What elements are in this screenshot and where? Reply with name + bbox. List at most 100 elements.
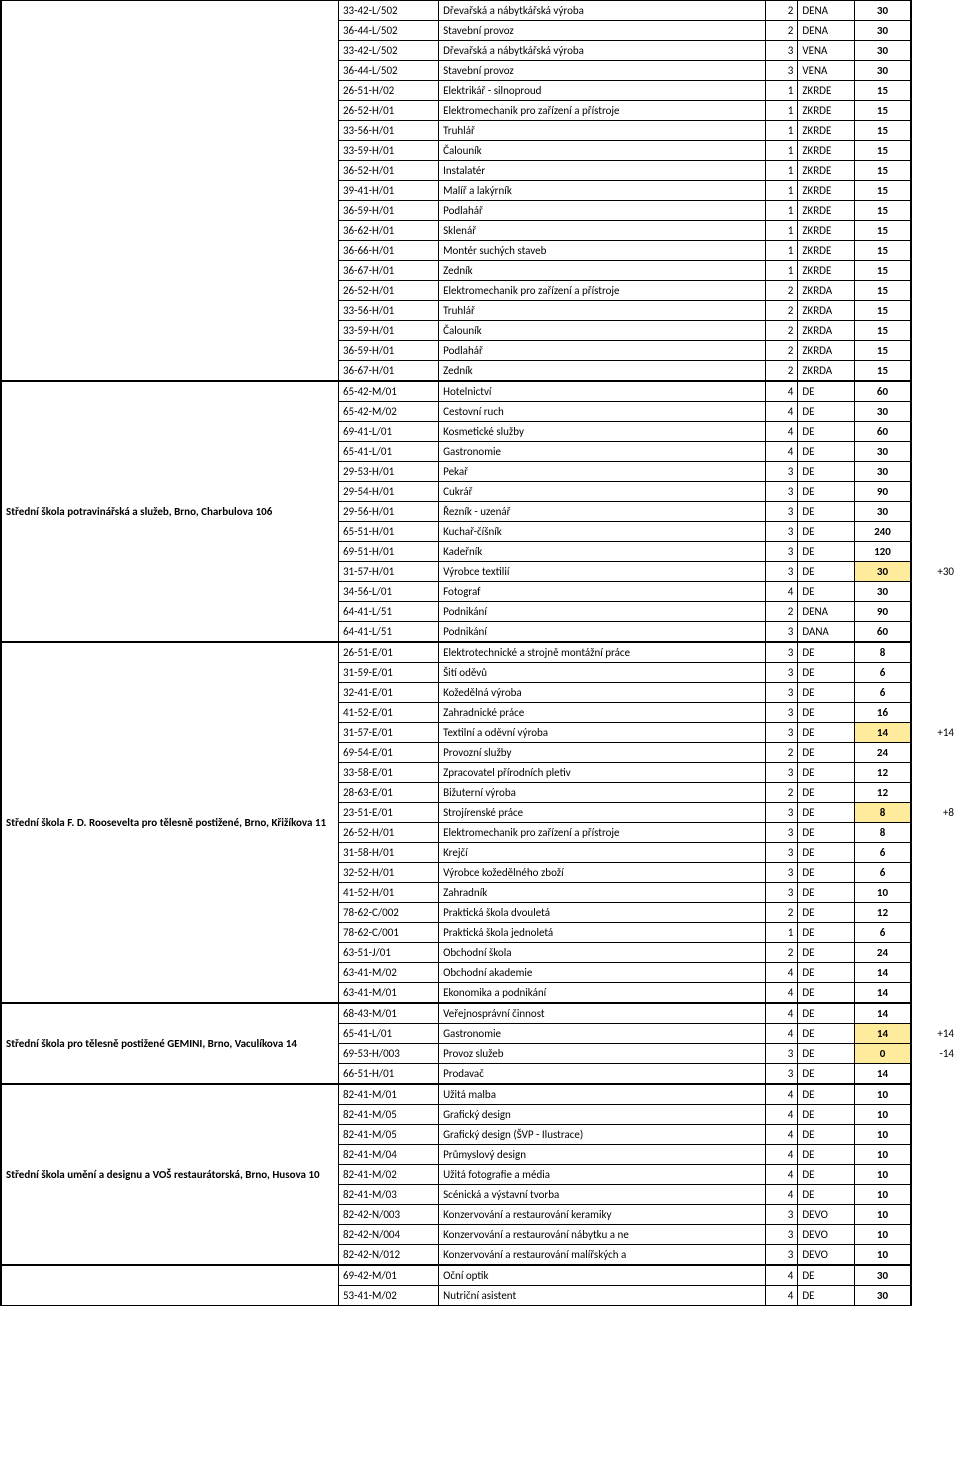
- code-cell: 65-42-M/02: [338, 402, 438, 422]
- code-cell: 33-42-L/502: [338, 1, 438, 21]
- code-cell: 82-42-N/003: [338, 1205, 438, 1225]
- school-name: Střední škola potravinářská a služeb, Br…: [1, 381, 338, 642]
- form-cell: DE: [798, 502, 855, 522]
- capacity-cell: 15: [854, 281, 911, 301]
- capacity-cell: 10: [854, 1105, 911, 1125]
- name-cell: Dřevařská a nábytkářská výroba: [439, 41, 766, 61]
- note-cell: [911, 622, 959, 643]
- name-cell: Sklenář: [439, 221, 766, 241]
- code-cell: 82-42-N/012: [338, 1245, 438, 1266]
- name-cell: Elektrikář - silnoproud: [439, 81, 766, 101]
- note-cell: [911, 943, 959, 963]
- capacity-cell: 6: [854, 663, 911, 683]
- note-cell: [911, 281, 959, 301]
- name-cell: Pekař: [439, 462, 766, 482]
- length-cell: 4: [765, 1003, 798, 1024]
- length-cell: 4: [765, 983, 798, 1004]
- code-cell: 31-57-H/01: [338, 562, 438, 582]
- capacity-cell: 10: [854, 1185, 911, 1205]
- note-cell: [911, 522, 959, 542]
- name-cell: Nutriční asistent: [439, 1286, 766, 1306]
- length-cell: 3: [765, 1064, 798, 1085]
- code-cell: 63-41-M/01: [338, 983, 438, 1004]
- length-cell: 3: [765, 823, 798, 843]
- name-cell: Montér suchých staveb: [439, 241, 766, 261]
- note-cell: [911, 1105, 959, 1125]
- code-cell: 36-59-H/01: [338, 341, 438, 361]
- capacity-cell: 60: [854, 381, 911, 402]
- code-cell: 63-41-M/02: [338, 963, 438, 983]
- capacity-cell: 15: [854, 221, 911, 241]
- form-cell: DE: [798, 923, 855, 943]
- form-cell: DE: [798, 522, 855, 542]
- form-cell: DEVO: [798, 1225, 855, 1245]
- code-cell: 82-41-M/01: [338, 1084, 438, 1105]
- capacity-cell: 30: [854, 41, 911, 61]
- capacity-cell: 10: [854, 1084, 911, 1105]
- name-cell: Konzervování a restaurování keramiky: [439, 1205, 766, 1225]
- note-cell: [911, 1286, 959, 1306]
- note-cell: [911, 1225, 959, 1245]
- code-cell: 65-41-L/01: [338, 1024, 438, 1044]
- capacity-cell: 15: [854, 121, 911, 141]
- note-cell: [911, 321, 959, 341]
- name-cell: Kosmetické služby: [439, 422, 766, 442]
- length-cell: 3: [765, 863, 798, 883]
- code-cell: 39-41-H/01: [338, 181, 438, 201]
- length-cell: 3: [765, 462, 798, 482]
- length-cell: 2: [765, 602, 798, 622]
- form-cell: DEVO: [798, 1205, 855, 1225]
- note-cell: [911, 241, 959, 261]
- code-cell: 29-54-H/01: [338, 482, 438, 502]
- note-cell: [911, 502, 959, 522]
- length-cell: 4: [765, 1125, 798, 1145]
- name-cell: Stavební provoz: [439, 21, 766, 41]
- capacity-cell: 10: [854, 1165, 911, 1185]
- capacity-cell: 12: [854, 763, 911, 783]
- capacity-cell: 15: [854, 141, 911, 161]
- form-cell: DE: [798, 723, 855, 743]
- note-cell: [911, 341, 959, 361]
- form-cell: DE: [798, 1185, 855, 1205]
- code-cell: 69-53-H/003: [338, 1044, 438, 1064]
- code-cell: 82-42-N/004: [338, 1225, 438, 1245]
- form-cell: ZKRDA: [798, 321, 855, 341]
- length-cell: 3: [765, 803, 798, 823]
- capacity-cell: 15: [854, 201, 911, 221]
- note-cell: [911, 923, 959, 943]
- note-cell: [911, 863, 959, 883]
- code-cell: 29-56-H/01: [338, 502, 438, 522]
- capacity-cell: 30: [854, 442, 911, 462]
- length-cell: 3: [765, 562, 798, 582]
- note-cell: [911, 402, 959, 422]
- form-cell: DENA: [798, 602, 855, 622]
- name-cell: Fotograf: [439, 582, 766, 602]
- form-cell: DE: [798, 763, 855, 783]
- note-cell: [911, 1145, 959, 1165]
- note-cell: [911, 683, 959, 703]
- code-cell: 41-52-H/01: [338, 883, 438, 903]
- capacity-cell: 30: [854, 462, 911, 482]
- note-cell: [911, 21, 959, 41]
- code-cell: 32-52-H/01: [338, 863, 438, 883]
- note-cell: [911, 542, 959, 562]
- note-cell: -14: [911, 1044, 959, 1064]
- length-cell: 3: [765, 622, 798, 643]
- name-cell: Praktická škola dvouletá: [439, 903, 766, 923]
- note-cell: [911, 883, 959, 903]
- capacity-cell: 15: [854, 361, 911, 382]
- length-cell: 3: [765, 1044, 798, 1064]
- name-cell: Bižuterní výroba: [439, 783, 766, 803]
- capacity-cell: 240: [854, 522, 911, 542]
- form-cell: DE: [798, 1003, 855, 1024]
- form-cell: DE: [798, 863, 855, 883]
- capacity-cell: 15: [854, 101, 911, 121]
- note-cell: [911, 442, 959, 462]
- form-cell: ZKRDA: [798, 361, 855, 382]
- length-cell: 2: [765, 341, 798, 361]
- table-row: 69-42-M/01Oční optik4DE30: [1, 1265, 959, 1286]
- form-cell: DE: [798, 402, 855, 422]
- table-row: Střední škola F. D. Roosevelta pro těles…: [1, 642, 959, 663]
- name-cell: Elektromechanik pro zařízení a přístroje: [439, 823, 766, 843]
- length-cell: 3: [765, 41, 798, 61]
